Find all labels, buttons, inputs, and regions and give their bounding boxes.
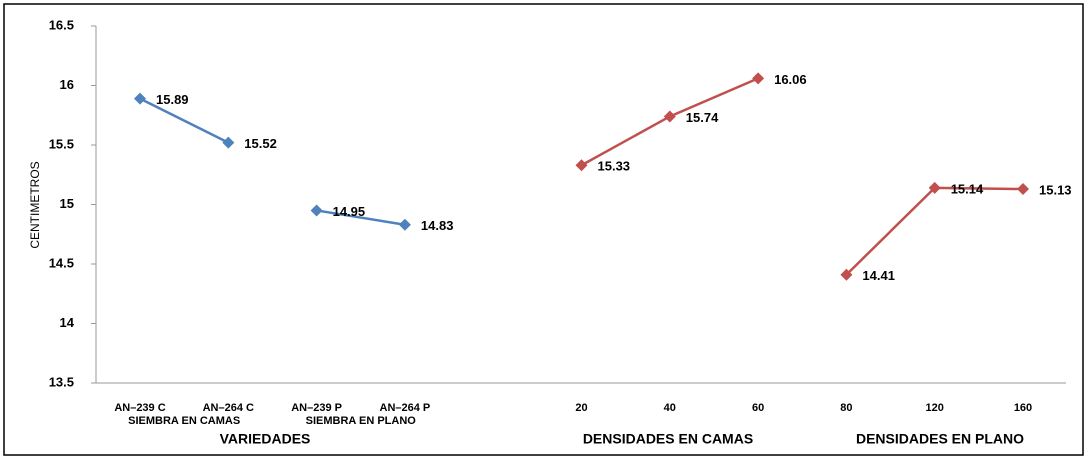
y-tick-label: 15: [60, 196, 74, 211]
x-tick-label: AN–239 P: [291, 402, 342, 414]
marker: [840, 268, 853, 281]
marker: [134, 92, 146, 105]
marker: [575, 159, 588, 172]
x-tick-label: 80: [840, 402, 852, 414]
marker: [310, 204, 323, 217]
data-label: 16.06: [774, 72, 807, 87]
marker: [928, 181, 941, 194]
data-label: 14.95: [333, 204, 366, 219]
x-tick-label: 160: [1014, 402, 1032, 414]
data-label: 15.89: [156, 92, 189, 107]
group-label: VARIEDADES: [220, 431, 311, 447]
series-line: [316, 209, 406, 226]
data-label: 15.52: [244, 136, 277, 151]
series-line: [139, 97, 229, 144]
marker: [398, 218, 411, 231]
sub-label: SIEMBRA EN PLANO: [306, 415, 417, 427]
x-tick-label: 20: [575, 402, 587, 414]
y-tick-label: 16.5: [49, 17, 74, 32]
y-tick-label: 14.5: [49, 255, 74, 270]
marker: [1017, 183, 1029, 196]
sub-label: SIEMBRA EN CAMAS: [128, 415, 240, 427]
data-label: 15.14: [951, 181, 984, 196]
y-tick-label: 16: [60, 77, 74, 92]
x-tick-label: AN–239 C: [114, 402, 165, 414]
chart-frame: [3, 3, 1084, 456]
group-label: DENSIDADES EN PLANO: [856, 431, 1024, 447]
x-tick-label: 40: [664, 402, 676, 414]
x-tick-label: AN–264 P: [380, 402, 431, 414]
group-label: DENSIDADES EN CAMAS: [583, 431, 753, 447]
y-tick-label: 13.5: [49, 374, 74, 389]
y-axis-title: CENTIMETROS: [28, 161, 42, 248]
data-label: 15.33: [598, 159, 631, 174]
y-tick-label: 15.5: [49, 136, 74, 151]
marker: [663, 110, 676, 123]
x-tick-label: 60: [752, 402, 764, 414]
data-label: 15.13: [1039, 182, 1072, 197]
data-label: 14.83: [421, 218, 454, 233]
marker: [222, 136, 235, 149]
marker: [752, 72, 765, 85]
y-tick-label: 14: [60, 315, 75, 330]
data-label: 14.41: [862, 268, 895, 283]
data-label: 15.74: [686, 110, 719, 125]
x-tick-label: 120: [926, 402, 944, 414]
x-tick-label: AN–264 C: [203, 402, 254, 414]
